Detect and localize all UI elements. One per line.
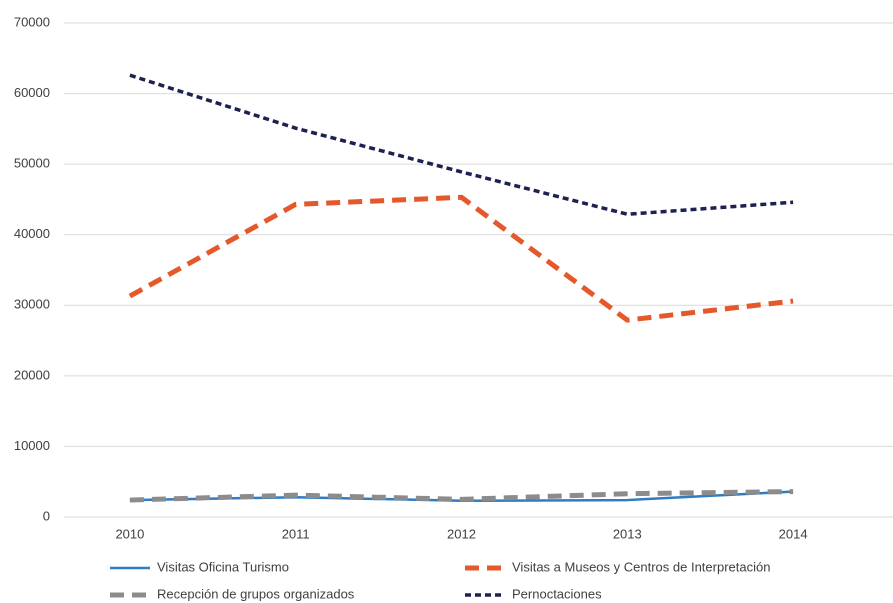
- y-tick-label: 40000: [14, 226, 50, 241]
- x-tick-label: 2013: [613, 526, 642, 541]
- y-tick-label: 30000: [14, 297, 50, 312]
- legend-label: Visitas Oficina Turismo: [157, 559, 289, 574]
- series-line: [129, 489, 794, 503]
- y-tick-label: 70000: [14, 14, 50, 29]
- x-tick-label: 2012: [447, 526, 476, 541]
- series-line: [128, 194, 794, 323]
- series-line: [129, 73, 794, 216]
- x-tick-label: 2014: [779, 526, 808, 541]
- x-tick-label: 2011: [282, 526, 310, 541]
- y-tick-label: 10000: [14, 438, 50, 453]
- y-tick-label: 0: [43, 508, 50, 523]
- legend-label: Visitas a Museos y Centros de Interpreta…: [512, 559, 770, 574]
- legend-label: Recepción de grupos organizados: [157, 586, 355, 601]
- legend-label: Pernoctaciones: [512, 586, 602, 601]
- x-tick-label: 2010: [115, 526, 144, 541]
- y-tick-label: 20000: [14, 367, 50, 382]
- y-tick-label: 50000: [14, 156, 50, 171]
- y-tick-label: 60000: [14, 85, 50, 100]
